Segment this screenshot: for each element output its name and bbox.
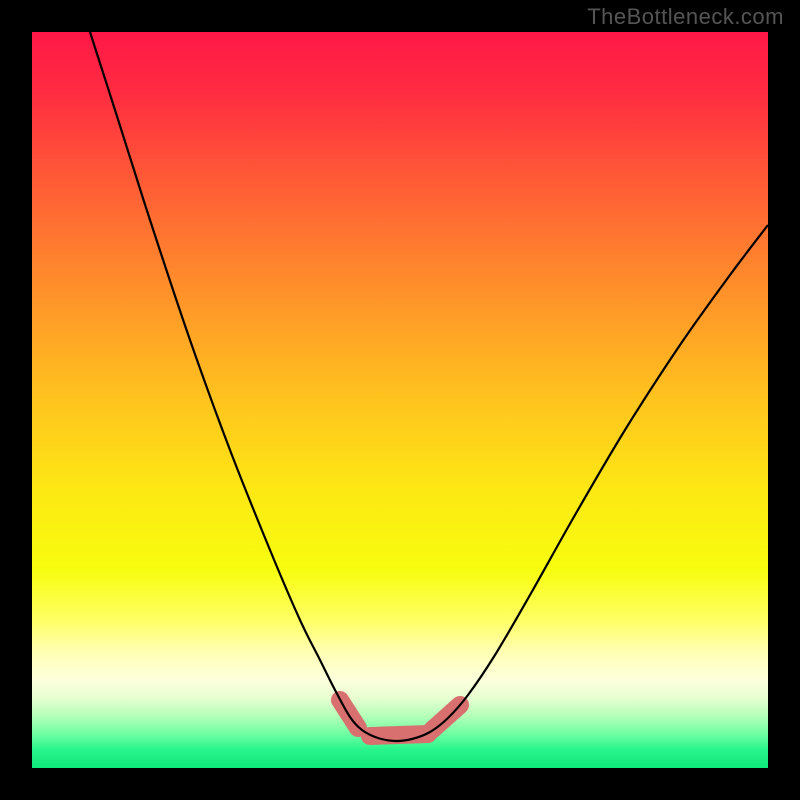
bottleneck-chart — [0, 0, 800, 800]
plot-background — [32, 32, 768, 768]
chart-container: TheBottleneck.com — [0, 0, 800, 800]
